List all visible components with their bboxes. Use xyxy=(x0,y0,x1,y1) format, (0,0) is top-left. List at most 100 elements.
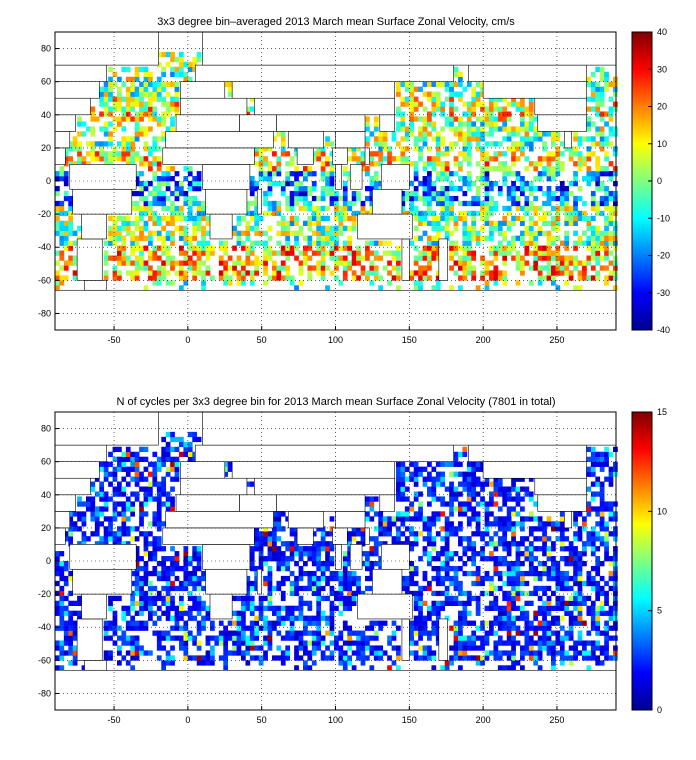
cycles-bin xyxy=(316,615,322,621)
cycles-bin xyxy=(444,615,450,621)
cycles-bin xyxy=(121,461,127,467)
cycles-bin xyxy=(484,516,490,522)
velocity-bin xyxy=(590,275,596,281)
cycles-bin xyxy=(396,496,401,502)
cycles-bin xyxy=(298,655,304,661)
cycles-bin xyxy=(303,561,308,567)
cycles-bin xyxy=(608,625,614,631)
cycles-bin xyxy=(360,635,366,641)
cycles-bin xyxy=(99,461,105,467)
cycles-bin xyxy=(613,531,618,537)
cycles-bin xyxy=(604,620,609,626)
cycles-bin xyxy=(466,610,472,616)
cycles-bin xyxy=(280,635,286,641)
cycles-bin xyxy=(449,531,454,537)
cycles-bin xyxy=(174,436,180,443)
cycles-bin xyxy=(94,541,100,547)
velocity-bin xyxy=(391,255,397,261)
cycles-bin xyxy=(125,506,131,512)
cycles-bin xyxy=(378,565,384,572)
velocity-bin xyxy=(121,136,127,142)
velocity-bin xyxy=(404,156,410,162)
velocity-bin xyxy=(431,161,437,167)
velocity-bin xyxy=(515,126,521,132)
cycles-bin xyxy=(112,541,118,547)
cycles-bin xyxy=(471,655,477,661)
cycles-bin xyxy=(524,570,530,577)
cycles-bin xyxy=(192,436,198,443)
velocity-bin xyxy=(387,156,392,162)
cycles-bin xyxy=(413,590,419,597)
velocity-bin xyxy=(148,116,153,122)
velocity-bin xyxy=(329,195,335,202)
velocity-bin xyxy=(590,96,596,102)
velocity-bin xyxy=(280,245,286,251)
cycles-bin xyxy=(590,650,596,656)
cycles-bin xyxy=(559,575,565,582)
velocity-bin xyxy=(608,176,614,182)
cycles-bin xyxy=(267,600,273,606)
cycles-bin xyxy=(484,570,490,577)
velocity-bin xyxy=(59,171,65,177)
velocity-bin xyxy=(378,141,384,147)
cycles-bin xyxy=(276,630,282,636)
cycles-bin xyxy=(564,580,570,587)
cycles-bin xyxy=(520,665,525,671)
land-outline xyxy=(54,114,76,132)
cycles-bin xyxy=(117,595,122,602)
velocity-bin xyxy=(55,285,60,291)
velocity-bin xyxy=(599,136,605,142)
cycles-bin xyxy=(183,451,189,457)
velocity-bin xyxy=(555,171,561,177)
cycles-bin xyxy=(236,625,242,631)
land-outline xyxy=(81,213,107,240)
cycles-bin xyxy=(524,615,530,621)
velocity-bin xyxy=(520,230,525,236)
velocity-bin xyxy=(590,245,596,251)
velocity-bin xyxy=(462,240,468,246)
cycles-bin xyxy=(316,645,322,651)
cycles-bin xyxy=(55,605,60,611)
cycles-bin xyxy=(165,441,171,448)
cycles-bin xyxy=(453,650,459,656)
velocity-bin xyxy=(586,176,592,182)
velocity-bin xyxy=(174,210,180,217)
cycles-bin xyxy=(396,650,401,656)
cycles-bin xyxy=(613,466,618,472)
cycles-bin xyxy=(72,526,78,532)
velocity-bin xyxy=(586,96,592,102)
cycles-bin xyxy=(497,665,503,671)
cycles-bin xyxy=(161,461,167,467)
velocity-bin xyxy=(520,121,525,127)
velocity-bin xyxy=(258,176,264,182)
cycles-bin xyxy=(511,570,516,577)
velocity-bin xyxy=(484,195,490,202)
cycles-bin xyxy=(564,570,570,577)
cycles-bin xyxy=(258,551,264,557)
velocity-bin xyxy=(351,146,357,152)
cycles-bin xyxy=(316,635,322,641)
velocity-bin xyxy=(130,146,136,152)
cycles-bin xyxy=(152,481,158,487)
velocity-bin xyxy=(236,280,242,286)
cycles-bin xyxy=(183,640,189,646)
cycles-bin xyxy=(170,446,175,453)
velocity-bin xyxy=(285,240,291,246)
cycles-bin xyxy=(413,466,419,472)
velocity-bin xyxy=(404,86,410,92)
y-tick-label: -80 xyxy=(38,688,51,698)
cycles-bin xyxy=(431,625,437,631)
velocity-bin xyxy=(68,210,74,217)
velocity-bin xyxy=(555,255,561,261)
cycles-bin xyxy=(497,585,503,592)
cycles-bin xyxy=(156,501,162,507)
cycles-bin xyxy=(77,595,82,602)
cycles-bin xyxy=(121,456,127,462)
cycles-bin xyxy=(449,491,454,497)
velocity-bin xyxy=(515,141,521,147)
cycles-bin xyxy=(165,575,171,582)
velocity-bin xyxy=(187,265,193,271)
velocity-bin xyxy=(466,255,472,261)
cycles-bin xyxy=(156,640,162,646)
cycles-bin xyxy=(373,561,379,567)
